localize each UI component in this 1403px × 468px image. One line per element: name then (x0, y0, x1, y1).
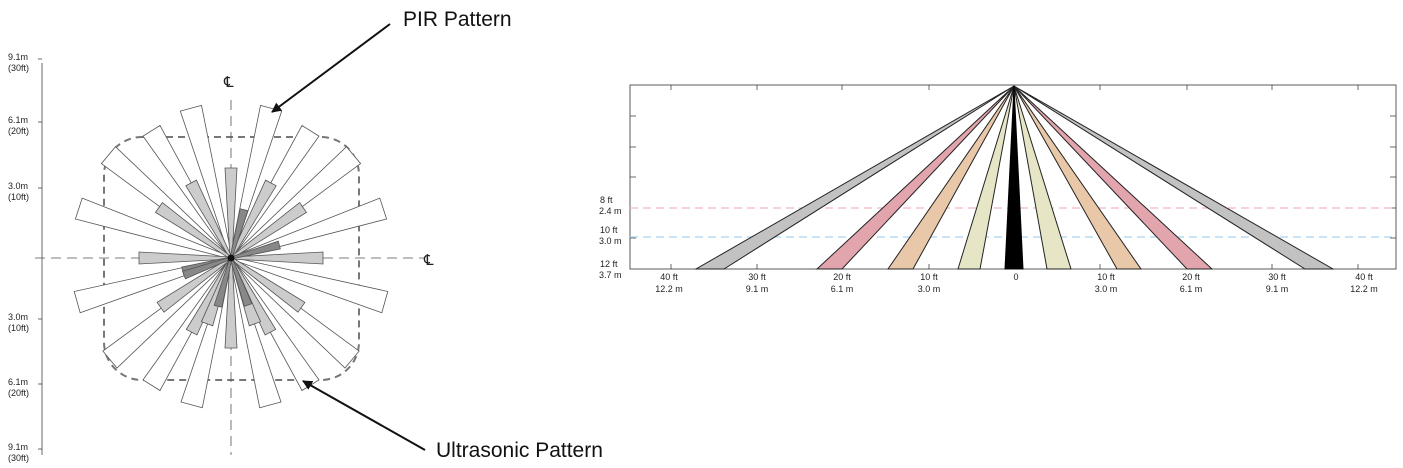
detection-beam (1013, 85, 1142, 270)
pir-callout-arrow (271, 23, 391, 113)
distance-label-ft: 40 ft (1355, 272, 1373, 282)
distance-label-ft: 30 ft (1268, 272, 1286, 282)
ruler-label-ft: (20ft) (8, 388, 29, 398)
distance-label-ft: 10 ft (1097, 272, 1115, 282)
ruler-label-m: 6.1m (8, 115, 28, 125)
height-label-m: 2.4 m (599, 206, 622, 216)
ultrasonic-coverage-boundary (103, 136, 360, 381)
distance-label-m: 12.2 m (655, 284, 683, 294)
mounting-height-labels: 8 ft2.4 m 10 ft3.0 m 12 ft3.7 m (599, 195, 622, 280)
ultrasonic-pattern-callout: Ultrasonic Pattern (436, 439, 603, 462)
center-detection-beam (1004, 85, 1024, 270)
detection-beam (815, 85, 1015, 270)
distance-label-ft: 10 ft (920, 272, 938, 282)
detection-beam (694, 85, 1015, 270)
distance-label-m: 6.1 m (831, 284, 854, 294)
ultrasonic-pattern-wedges (138, 167, 324, 349)
detection-beam (1013, 85, 1335, 270)
distance-label-m: 3.0 m (1095, 284, 1118, 294)
horizontal-centerline-symbol: ℄ (423, 251, 434, 269)
distance-label-ft: 30 ft (748, 272, 766, 282)
distance-labels: 40 ft 12.2 m 30 ft 9.1 m 20 ft 6.1 m 10 ft 3.0 … (655, 272, 1378, 294)
detection-beams (694, 85, 1335, 270)
sensor-center-dot (227, 254, 235, 262)
distance-label-m: 6.1 m (1180, 284, 1203, 294)
ruler-label-m: 3.0m (8, 181, 28, 191)
detection-beam (957, 85, 1015, 270)
ruler-label-ft: (30ft) (8, 453, 29, 463)
ruler-label-ft: (10ft) (8, 323, 29, 333)
ruler-bottom-labels: 3.0m(10ft) 6.1m(20ft) 9.1m(30ft) (8, 312, 42, 463)
pir-pattern-callout: PIR Pattern (403, 8, 512, 31)
vertical-centerline-symbol: ℄ (223, 73, 234, 91)
distance-label-m: 9.1 m (1266, 284, 1289, 294)
side-view-frame-ticks (630, 85, 1396, 269)
distance-label-ft: 20 ft (1182, 272, 1200, 282)
side-view-coverage-diagram: 8 ft2.4 m10 ft3.0 m12 ft3.7 m 40 ft12.2 … (599, 84, 1397, 294)
distance-label-m: 12.2 m (1350, 284, 1378, 294)
height-label-m: 3.0 m (599, 236, 622, 246)
detection-beam (887, 85, 1015, 270)
ultrasonic-callout-arrow (302, 380, 426, 451)
distance-label-m: 9.1 m (746, 284, 769, 294)
ruler-label-m: 9.1m (8, 52, 28, 62)
ruler-label-ft: (20ft) (8, 126, 29, 136)
height-label-ft: 12 ft (600, 259, 618, 269)
top-view-coverage-diagram: 9.1m(30ft)6.1m(20ft)3.0m(10ft) 3.0m(10ft… (8, 8, 603, 463)
distance-label-m: 3.0 m (918, 284, 941, 294)
detection-beam (1013, 85, 1214, 270)
height-label-m: 3.7 m (599, 270, 622, 280)
distance-scale-ruler: 9.1m(30ft)6.1m(20ft)3.0m(10ft) 3.0m(10ft… (8, 52, 43, 463)
ruler-label-m: 9.1m (8, 442, 28, 452)
ruler-label-ft: (10ft) (8, 192, 29, 202)
ruler-top-labels: 9.1m(30ft) 6.1m(20ft) 3.0m(10ft) (8, 52, 42, 202)
detection-beam (1013, 85, 1072, 270)
distance-label-ft: 20 ft (833, 272, 851, 282)
height-label-ft: 8 ft (600, 195, 613, 205)
distance-label-ft: 0 (1013, 272, 1018, 282)
ruler-label-m: 6.1m (8, 377, 28, 387)
ruler-label-m: 3.0m (8, 312, 28, 322)
distance-label-ft: 40 ft (660, 272, 678, 282)
height-label-ft: 10 ft (600, 225, 618, 235)
ruler-label-ft: (30ft) (8, 63, 29, 73)
